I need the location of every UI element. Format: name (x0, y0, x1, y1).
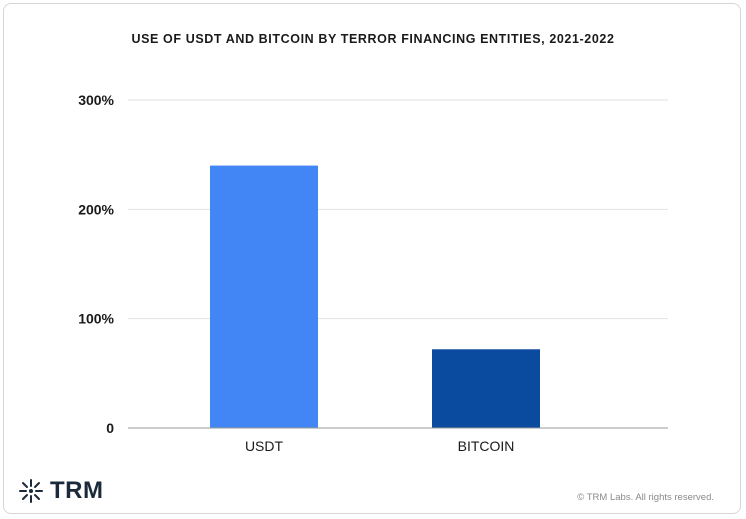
y-tick-label: 200% (78, 201, 114, 217)
bar-bitcoin (432, 349, 540, 428)
y-tick-label: 300% (78, 92, 114, 108)
x-category-label: BITCOIN (458, 438, 515, 454)
y-tick-label: 100% (78, 311, 114, 327)
x-category-label: USDT (245, 438, 284, 454)
x-axis-categories: USDT BITCOIN (245, 438, 514, 454)
chart-title: USE OF USDT AND BITCOIN BY TERROR FINANC… (131, 32, 615, 46)
grid-lines (128, 99, 668, 320)
snowflake-burst-icon (19, 479, 43, 503)
y-axis-ticks: 0 100% 200% 300% (78, 92, 114, 436)
copyright-notice: © TRM Labs. All rights reserved. (577, 492, 714, 503)
chart-frame (3, 3, 741, 514)
trm-logo: TRM (18, 476, 103, 506)
logo-text: TRM (50, 477, 104, 504)
bar-usdt (210, 165, 318, 428)
y-tick-label: 0 (106, 420, 114, 436)
bars (210, 165, 540, 428)
